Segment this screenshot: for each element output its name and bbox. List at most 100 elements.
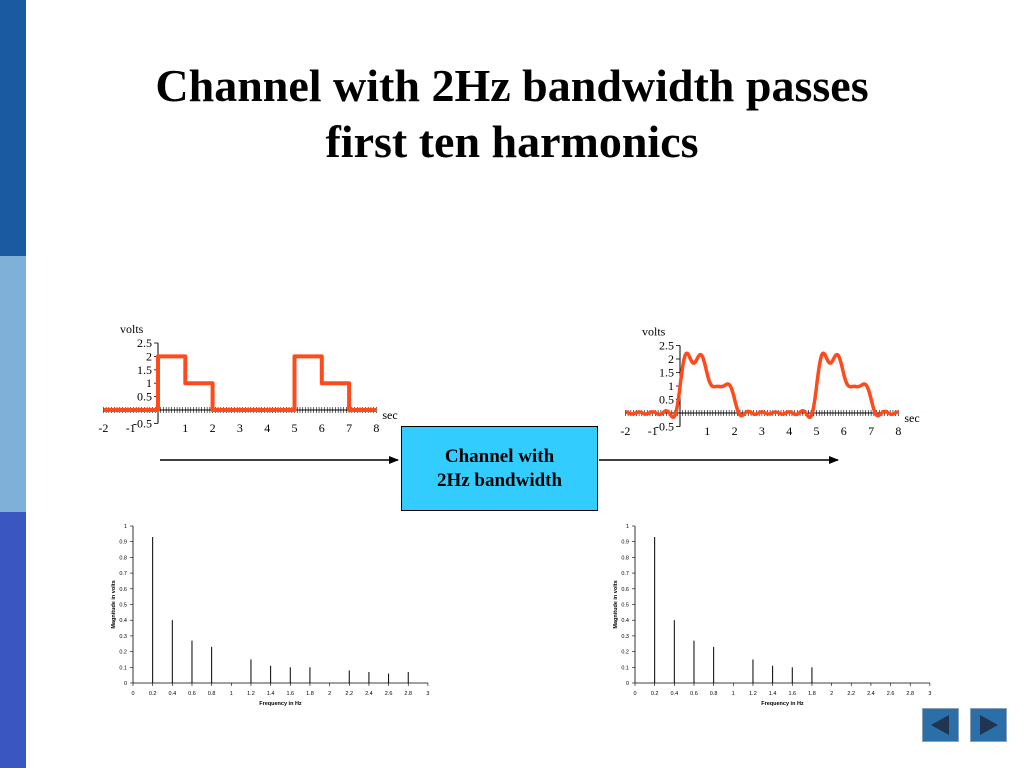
x-tick-label: 0.8 xyxy=(710,691,718,697)
x-tick-label: 0.4 xyxy=(168,691,176,697)
x-tick-label: -2 xyxy=(98,421,108,435)
x-tick-label: 2.4 xyxy=(365,691,373,697)
x-tick-label: 3 xyxy=(426,691,429,697)
y-tick-label: 1 xyxy=(124,524,127,530)
y-axis-label: volts xyxy=(120,322,144,336)
x-tick-label: 1 xyxy=(732,691,735,697)
triangle-right-icon xyxy=(980,715,998,735)
y-tick-label: 0.7 xyxy=(119,571,127,577)
x-tick-label: 2.8 xyxy=(404,691,412,697)
x-tick-label: 1 xyxy=(704,424,710,438)
channel-box-line2: 2Hz bandwidth xyxy=(436,469,563,491)
x-tick-label: 4 xyxy=(264,421,270,435)
y-tick-label: 1.5 xyxy=(659,366,674,380)
y-tick-label: 0.5 xyxy=(621,603,629,609)
x-tick-label: 1.6 xyxy=(788,691,796,697)
y-tick-label: 0.5 xyxy=(137,390,152,404)
x-tick-label: 0.6 xyxy=(188,691,196,697)
y-tick-label: 0.8 xyxy=(119,555,127,561)
x-tick-label: 1.8 xyxy=(306,691,314,697)
y-tick-label: 0.7 xyxy=(621,571,629,577)
y-tick-label: 0.6 xyxy=(621,587,629,593)
x-tick-label: 3 xyxy=(928,691,931,697)
y-tick-label: 0.3 xyxy=(621,634,629,640)
x-axis-label: sec xyxy=(382,408,397,422)
x-tick-label: 3 xyxy=(759,424,765,438)
x-tick-label: 3 xyxy=(237,421,243,435)
x-tick-label: 6 xyxy=(319,421,325,435)
x-tick-label: 1 xyxy=(230,691,233,697)
y-tick-label: 0 xyxy=(124,681,127,687)
x-tick-label: 2 xyxy=(732,424,738,438)
x-axis-label: Frequency in Hz xyxy=(761,701,804,707)
x-tick-label: 0.8 xyxy=(208,691,216,697)
x-tick-label: 1.8 xyxy=(808,691,816,697)
input-spectrum-chart: 0 0.1 0.2 0.3 0.4 0.5 0.6 0.7 0.8 0.9 1 0 0.2 0.4 0.6 0… xyxy=(111,524,429,707)
x-tick-label: 1.2 xyxy=(749,691,757,697)
y-tick-label: 2.5 xyxy=(137,336,152,350)
x-axis-label: sec xyxy=(904,411,919,425)
y-tick-label: 0.1 xyxy=(119,665,127,671)
x-tick-label: 2 xyxy=(328,691,331,697)
sidebar-segment-top xyxy=(0,0,26,256)
y-tick-label: 0.4 xyxy=(119,618,127,624)
waveform-line xyxy=(103,354,377,412)
y-tick-label: 0.9 xyxy=(119,540,127,546)
y-tick-label: 0.6 xyxy=(119,587,127,593)
y-tick-label: 0.1 xyxy=(621,665,629,671)
x-tick-label: 1.4 xyxy=(769,691,777,697)
y-tick-label: 2 xyxy=(668,352,674,366)
sidebar-accent xyxy=(0,0,26,768)
x-tick-label: -1 xyxy=(126,421,136,435)
y-tick-label: 0.4 xyxy=(621,618,629,624)
y-tick-label: 1.5 xyxy=(137,363,152,377)
y-tick-label: 0.5 xyxy=(119,603,127,609)
slide-title: Channel with 2Hz bandwidth passes first … xyxy=(40,58,984,170)
y-tick-label: 1 xyxy=(146,376,152,390)
output-spectrum-chart: 0 0.1 0.2 0.3 0.4 0.5 0.6 0.7 0.8 0.9 1 0 0.2 0.4 0.6 0… xyxy=(613,524,931,707)
y-tick-label: 0.9 xyxy=(621,540,629,546)
x-tick-label: -2 xyxy=(620,424,630,438)
y-tick-label: 0.8 xyxy=(621,555,629,561)
x-tick-label: 1.6 xyxy=(286,691,294,697)
y-axis-label: volts xyxy=(642,325,666,339)
x-tick-label: 2 xyxy=(830,691,833,697)
sidebar-segment-middle xyxy=(0,256,26,512)
x-tick-label: 2.2 xyxy=(345,691,353,697)
x-tick-label: 2.4 xyxy=(867,691,875,697)
x-tick-label: 2.2 xyxy=(847,691,855,697)
x-tick-label: 0.2 xyxy=(149,691,157,697)
channel-box-line1: Channel with xyxy=(444,445,555,467)
x-tick-label: 6 xyxy=(841,424,847,438)
y-tick-label: 1 xyxy=(626,524,629,530)
y-tick-label: 0 xyxy=(626,681,629,687)
x-tick-label: 5 xyxy=(292,421,298,435)
x-tick-label: 8 xyxy=(373,421,379,435)
next-slide-button[interactable] xyxy=(970,708,1007,742)
prev-slide-button[interactable] xyxy=(922,708,959,742)
slide-title-line1: Channel with 2Hz bandwidth passes xyxy=(155,60,869,111)
triangle-left-icon xyxy=(931,715,949,735)
channel-box: Channel with 2Hz bandwidth xyxy=(401,426,598,511)
x-tick-label: 8 xyxy=(895,424,901,438)
x-tick-label: 0.4 xyxy=(670,691,678,697)
y-tick-label: 1 xyxy=(668,379,674,393)
y-axis-label: Magnitude in volts xyxy=(111,580,117,628)
slide-title-line2: first ten harmonics xyxy=(325,116,699,167)
x-tick-label: 7 xyxy=(868,424,874,438)
x-tick-label: 1.4 xyxy=(267,691,275,697)
y-tick-label: 0.2 xyxy=(621,650,629,656)
y-tick-label: -0.5 xyxy=(133,416,152,430)
x-tick-label: 5 xyxy=(814,424,820,438)
x-tick-label: 1.2 xyxy=(247,691,255,697)
x-tick-label: 2.6 xyxy=(385,691,393,697)
y-axis-label: Magnitude in volts xyxy=(613,580,619,628)
y-tick-label: -0.5 xyxy=(655,420,674,434)
x-axis-label: Frequency in Hz xyxy=(259,701,302,707)
y-tick-label: 2 xyxy=(146,349,152,363)
x-tick-label: 2.8 xyxy=(906,691,914,697)
x-tick-label: 7 xyxy=(346,421,352,435)
